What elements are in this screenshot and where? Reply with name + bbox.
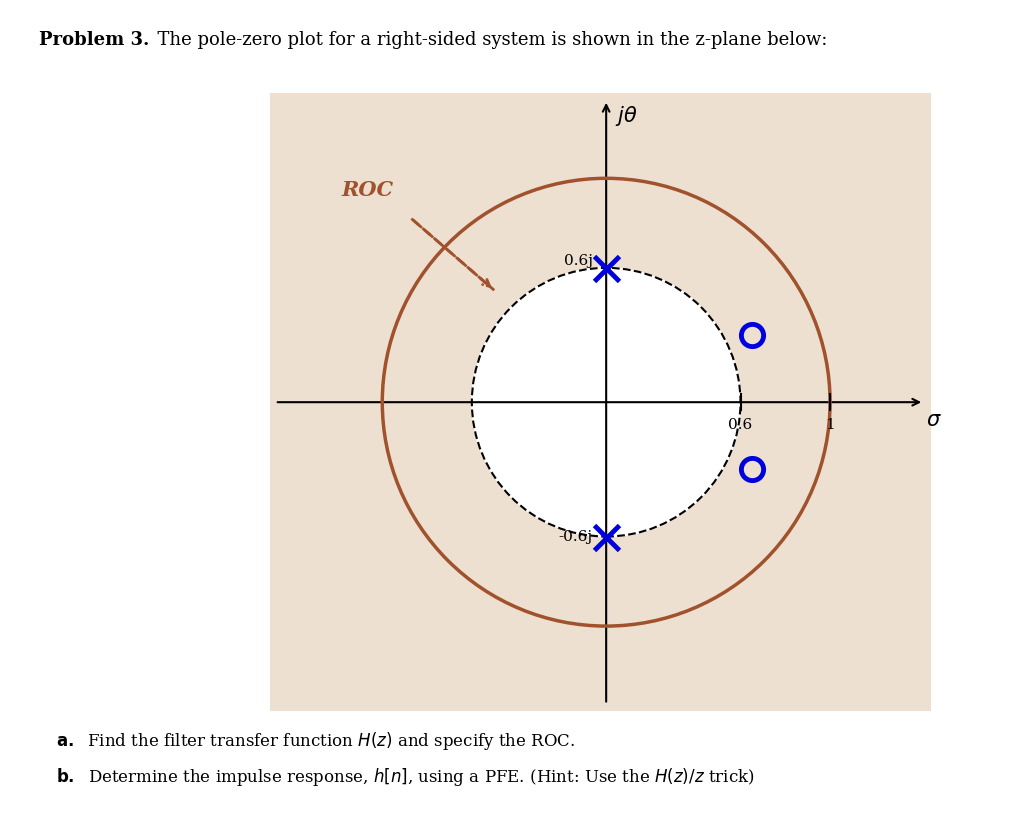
Text: 0.6j: 0.6j — [564, 254, 593, 268]
Circle shape — [472, 268, 740, 536]
Text: -0.6j: -0.6j — [559, 530, 593, 544]
Text: The pole-zero plot for a right-sided system is shown in the z-plane below:: The pole-zero plot for a right-sided sys… — [146, 31, 827, 50]
Text: $\mathbf{b.}$  Determine the impulse response, $h[n]$, using a PFE. (Hint: Use t: $\mathbf{b.}$ Determine the impulse resp… — [56, 766, 755, 788]
Text: 0.6: 0.6 — [728, 417, 753, 431]
Text: 1: 1 — [825, 417, 835, 431]
Text: $j\theta$: $j\theta$ — [615, 105, 638, 129]
Text: $\mathbf{a.}$  Find the filter transfer function $H(z)$ and specify the ROC.: $\mathbf{a.}$ Find the filter transfer f… — [56, 730, 575, 752]
Text: $\sigma$: $\sigma$ — [927, 411, 942, 430]
Text: Problem 3.: Problem 3. — [39, 31, 150, 50]
Text: ROC: ROC — [342, 180, 394, 200]
